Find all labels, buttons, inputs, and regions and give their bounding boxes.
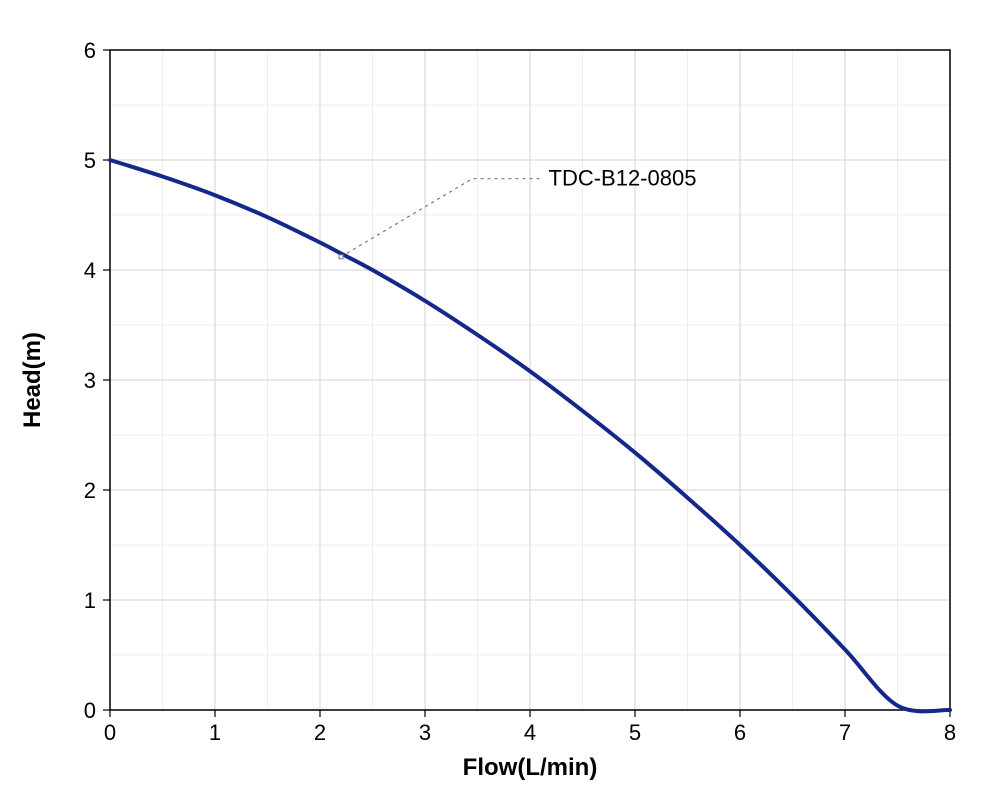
- x-tick-label: 6: [734, 720, 746, 745]
- pump-curve-chart: 0 1 2 3 4 5 6 7 8 0 1 2 3 4 5 6 Flow(L/min) Head(m) TDC-B1…: [0, 0, 1000, 800]
- annotation-label: TDC-B12-0805: [549, 166, 697, 191]
- x-axis-label: Flow(L/min): [463, 754, 598, 781]
- annotation-marker: [339, 255, 343, 259]
- x-tick-label: 4: [524, 720, 536, 745]
- chart-svg: 0 1 2 3 4 5 6 7 8 0 1 2 3 4 5 6 Flow(L/min) Head(m) TDC-B1…: [0, 0, 1000, 800]
- y-tick-label: 4: [84, 258, 96, 283]
- x-tick-label: 0: [104, 720, 116, 745]
- x-tick-label: 5: [629, 720, 641, 745]
- y-tick-label: 5: [84, 148, 96, 173]
- y-tick-label: 0: [84, 698, 96, 723]
- x-tick-label: 7: [839, 720, 851, 745]
- x-tick-label: 8: [944, 720, 956, 745]
- y-tick-label: 6: [84, 38, 96, 63]
- y-tick-label: 2: [84, 478, 96, 503]
- x-tick-label: 2: [314, 720, 326, 745]
- y-tick-label: 3: [84, 368, 96, 393]
- x-tick-label: 1: [209, 720, 221, 745]
- y-tick-label: 1: [84, 588, 96, 613]
- y-axis-label: Head(m): [19, 332, 46, 428]
- x-tick-label: 3: [419, 720, 431, 745]
